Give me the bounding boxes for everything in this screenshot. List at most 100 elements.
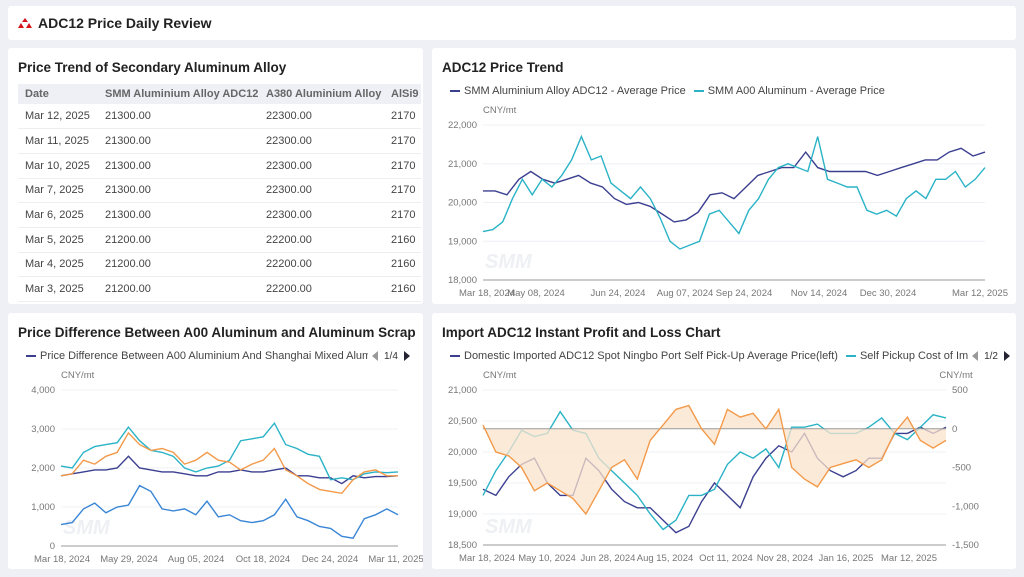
table-cell: 21200.00 xyxy=(98,276,259,302)
series-line-2[interactable] xyxy=(60,431,398,495)
legend-item[interactable]: Domestic Imported ADC12 Spot Ningbo Port… xyxy=(450,350,838,362)
y-tick-label: 20,500 xyxy=(448,416,477,427)
y-tick-label: 21,000 xyxy=(448,159,477,170)
adc12-price-trend-panel: ADC12 Price Trend SMM Aluminium Alloy AD… xyxy=(432,48,1016,304)
table-cell: 22300.00 xyxy=(259,104,384,130)
profit-loss-area xyxy=(483,405,946,514)
prev-page-icon[interactable] xyxy=(972,351,979,361)
legend-pager: 1/4 xyxy=(372,351,410,362)
table-row: Mar 11, 2025 21300.00 22300.00 2170 xyxy=(18,128,421,154)
x-tick-label: Mar 12, 2025 xyxy=(952,288,1008,299)
y-axis-unit-right: CNY/mt xyxy=(939,370,973,381)
y-tick-label-right: 0 xyxy=(952,424,957,435)
next-page-icon[interactable] xyxy=(403,351,410,361)
panel-title: ADC12 Price Trend xyxy=(442,60,564,75)
x-tick-label: Nov 14, 2024 xyxy=(791,288,848,299)
y-tick-label: 0 xyxy=(50,541,55,552)
y-tick-label: 20,000 xyxy=(448,198,477,209)
column-header[interactable]: Date xyxy=(18,84,98,104)
series-line-3[interactable] xyxy=(60,484,399,539)
table-cell: 2170 xyxy=(384,202,421,228)
y-tick-label-right: -1,500 xyxy=(952,540,979,551)
y-tick-label: 18,000 xyxy=(448,275,477,286)
table-cell: Mar 12, 2025 xyxy=(18,104,98,130)
legend-label: SMM A00 Aluminum - Average Price xyxy=(707,85,885,97)
x-tick-label: Jun 24, 2024 xyxy=(591,288,646,299)
legend-item[interactable]: Self Pickup Cost of Imported ADC12 xyxy=(845,350,968,362)
smm-watermark: SMM xyxy=(485,516,533,538)
series-line-2[interactable] xyxy=(482,404,947,516)
table-cell: 2160 xyxy=(384,227,421,253)
smm-watermark: SMM xyxy=(485,251,533,273)
table-cell: Mar 10, 2025 xyxy=(18,153,98,179)
legend-item[interactable]: SMM Aluminium Alloy ADC12 - Average Pric… xyxy=(450,85,686,97)
y-tick-label: 19,500 xyxy=(448,478,477,489)
y-axis-unit: CNY/mt xyxy=(61,370,95,381)
y-tick-label: 2,000 xyxy=(31,463,55,474)
price-difference-panel: Price Difference Between A00 Aluminum an… xyxy=(8,313,423,569)
table-cell: 22300.00 xyxy=(259,178,384,204)
table-cell: 21300.00 xyxy=(98,128,259,154)
table-cell: 2170 xyxy=(384,128,421,154)
x-tick-label: Aug 15, 2024 xyxy=(637,553,694,564)
legend-label: SMM Aluminium Alloy ADC12 - Average Pric… xyxy=(464,85,686,97)
series-line-0[interactable] xyxy=(60,455,399,485)
x-tick-label: Dec 24, 2024 xyxy=(302,554,359,565)
y-tick-label: 19,000 xyxy=(448,509,477,520)
x-tick-label: Jun 28, 2024 xyxy=(581,553,636,564)
y-tick-label-right: -1,000 xyxy=(952,501,979,512)
page-title: ADC12 Price Daily Review xyxy=(38,15,212,31)
table-cell: Mar 11, 2025 xyxy=(18,128,98,154)
table-cell: Mar 5, 2025 xyxy=(18,227,98,253)
table-cell: 21200.00 xyxy=(98,227,259,253)
table-header-row: Date SMM Aluminium Alloy ADC12 A380 Alumin… xyxy=(18,84,421,104)
y-tick-label: 21,000 xyxy=(448,385,477,396)
y-tick-label: 4,000 xyxy=(31,385,55,396)
x-tick-label: Mar 18, 2024 xyxy=(459,288,515,299)
header-bar: ADC12 Price Daily Review xyxy=(8,6,1016,40)
legend-item[interactable]: Price Difference Between A00 Aluminium A… xyxy=(26,350,368,362)
y-tick-label-right: -500 xyxy=(952,463,971,474)
y-axis-unit: CNY/mt xyxy=(483,105,517,116)
x-tick-label: Oct 11, 2024 xyxy=(699,553,753,564)
x-tick-label: May 08, 2024 xyxy=(507,288,565,299)
column-header[interactable]: AlSi9 xyxy=(384,84,421,104)
y-axis-unit: CNY/mt xyxy=(483,370,517,381)
chart-legend: Domestic Imported ADC12 Spot Ningbo Port… xyxy=(450,350,1010,362)
table-cell: Mar 7, 2025 xyxy=(18,178,98,204)
table-row: Mar 6, 2025 21300.00 22300.00 2170 xyxy=(18,202,421,228)
table-cell: 22200.00 xyxy=(259,276,384,302)
next-page-icon[interactable] xyxy=(1004,351,1010,361)
table-cell: 21300.00 xyxy=(98,153,259,179)
chart-plot: CNY/mt 22,000 21,000 20,000 19,000 18,000 Mar … xyxy=(448,105,1008,299)
y-tick-label: 20,000 xyxy=(448,447,477,458)
table-cell: 2170 xyxy=(384,178,421,204)
legend-item[interactable]: SMM A00 Aluminum - Average Price xyxy=(693,85,885,97)
x-tick-label: Mar 12, 2025 xyxy=(881,553,937,564)
table-cell: 21300.00 xyxy=(98,202,259,228)
import-profit-loss-panel: Import ADC12 Instant Profit and Loss Cha… xyxy=(432,313,1016,569)
column-header[interactable]: A380 Aluminium Alloy xyxy=(259,84,384,104)
smm-logo-icon xyxy=(18,18,32,28)
x-tick-label: Sep 24, 2024 xyxy=(716,288,773,299)
x-tick-label: Nov 28, 2024 xyxy=(757,553,814,564)
series-line-1[interactable] xyxy=(482,134,986,250)
table-cell: 2160 xyxy=(384,252,421,278)
series-line-1[interactable] xyxy=(482,410,947,531)
y-tick-label: 19,000 xyxy=(448,236,477,247)
table-row: Mar 5, 2025 21200.00 22200.00 2160 xyxy=(18,227,421,253)
table-cell: Mar 4, 2025 xyxy=(18,252,98,278)
price-table: Date SMM Aluminium Alloy ADC12 A380 Alumin… xyxy=(18,84,421,302)
table-cell: 22300.00 xyxy=(259,128,384,154)
legend-pager: 1/2 xyxy=(972,351,1010,362)
table-row: Mar 12, 2025 21300.00 22300.00 2170 xyxy=(18,104,421,130)
prev-page-icon[interactable] xyxy=(372,351,378,361)
table-row: Mar 4, 2025 21200.00 22200.00 2160 xyxy=(18,252,421,278)
table-panel: Price Trend of Secondary Aluminum Alloy … xyxy=(8,48,423,304)
column-header[interactable]: SMM Aluminium Alloy ADC12 xyxy=(98,84,259,104)
x-tick-label: Dec 30, 2024 xyxy=(860,288,917,299)
table-cell: 22300.00 xyxy=(259,202,384,228)
series-line-1[interactable] xyxy=(60,421,399,481)
table-cell: 22200.00 xyxy=(259,252,384,278)
series-line-0[interactable] xyxy=(483,147,986,223)
